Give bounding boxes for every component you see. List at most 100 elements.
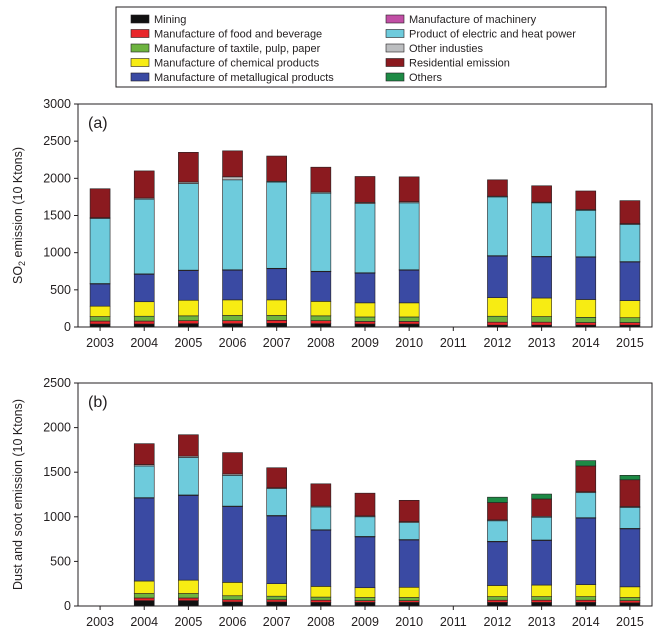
bar-segment [222, 599, 243, 603]
bar-segment [619, 475, 641, 481]
legend-label: Mining [154, 14, 186, 26]
bar-segment [178, 183, 199, 271]
bar-segment [531, 297, 552, 317]
bar-segment [222, 601, 243, 607]
bar-segment [487, 321, 508, 326]
y-tick-label: 0 [64, 599, 71, 613]
bar-segment [487, 520, 508, 542]
panel-a: 0 500 1000 1500 2000 2500 3000 2003 2004 2005 2006… [11, 97, 653, 350]
bar-segment [619, 600, 641, 604]
bar-segment [310, 596, 332, 601]
legend-frame [115, 6, 607, 88]
legend-label: Manufacture of food and beverage [154, 29, 322, 41]
bar-segment [487, 502, 508, 521]
bar-segment [575, 602, 597, 607]
bar-segment [354, 587, 376, 598]
bar-segment [310, 506, 332, 531]
bar-segment [531, 602, 552, 607]
bar-segment [266, 583, 287, 597]
bar-segment [310, 320, 332, 324]
x-tick-label: 2011 [440, 615, 467, 629]
bar-segment [531, 516, 552, 541]
bar-segment [266, 181, 287, 269]
bar-segment [487, 585, 508, 597]
bar-segment [222, 506, 243, 583]
bar-segment [531, 202, 552, 257]
bar-segment [89, 218, 111, 284]
bar-segment [575, 190, 597, 210]
bar-segment [398, 316, 420, 322]
bar-segment [222, 582, 243, 597]
bar-segment [575, 492, 597, 518]
bar-segment [487, 297, 508, 317]
bar-segment [354, 536, 376, 589]
bar-segment [178, 579, 199, 594]
bar-segment [310, 192, 332, 272]
bar-segment [222, 269, 243, 301]
x-tick-label: 2010 [395, 615, 423, 629]
bar-segment [354, 321, 376, 325]
legend-swatch [385, 58, 405, 67]
legend-swatch [385, 43, 405, 53]
bar-segment [619, 586, 641, 598]
legend-swatch [130, 14, 150, 24]
bar-segment [310, 271, 332, 302]
bar-segment [487, 315, 508, 323]
x-tick-label: 2012 [484, 615, 512, 629]
bar-segment [619, 200, 641, 224]
bar-segment [266, 322, 287, 328]
bar-segment [398, 597, 420, 601]
bar-segment [354, 323, 376, 328]
panel-label: (a) [88, 115, 108, 132]
x-tick-label: 2006 [219, 336, 247, 350]
y-tick-label: 500 [50, 283, 71, 297]
bar-segment [89, 283, 111, 307]
bar-segment [354, 316, 376, 322]
bar-segment [178, 434, 199, 457]
bar-segment [266, 595, 287, 601]
bar-segment [222, 475, 243, 507]
bar-segment [133, 580, 155, 594]
bar-segment [89, 320, 111, 325]
bar-segment [222, 179, 243, 271]
y-axis-label-rest: emission (10 Ktons) [11, 147, 25, 261]
legend-swatch [130, 29, 150, 38]
bar-segment [222, 320, 243, 324]
bar-segment [178, 600, 199, 607]
bar-segment [266, 488, 287, 516]
legend-label: Product of electric and heat power [409, 29, 576, 41]
bar-segment [133, 301, 155, 317]
bar-segment [575, 517, 597, 585]
bar-segment [89, 323, 111, 328]
bar-segment [266, 155, 287, 182]
bar-segment [178, 457, 199, 496]
bar-segment [178, 597, 199, 601]
y-tick-label: 1500 [43, 465, 71, 479]
x-tick-label: 2004 [130, 615, 158, 629]
bar-segment [133, 497, 155, 582]
bar-segment [266, 467, 287, 489]
legend-label: Manufacture of taxtile, pulp, paper [154, 43, 321, 55]
y-tick-label: 1500 [43, 209, 71, 223]
bar-segment [266, 299, 287, 316]
bar-segment [531, 316, 552, 323]
bar-segment [619, 300, 641, 319]
bar-segment [133, 320, 155, 325]
x-tick-label: 2008 [307, 336, 335, 350]
bar-segment [354, 176, 376, 203]
bar-segment [575, 256, 597, 300]
bar-segment [354, 597, 376, 601]
bar-segment [575, 322, 597, 326]
x-tick-label: 2012 [484, 336, 512, 350]
bar-segment [310, 315, 332, 321]
x-tick-label: 2008 [307, 615, 335, 629]
bar-segment [222, 315, 243, 321]
bar-segment [222, 323, 243, 328]
y-axis-label-subscript: 2 [17, 261, 27, 266]
legend-item: Others [385, 72, 443, 84]
x-tick-label: 2005 [174, 615, 202, 629]
bar-segment [178, 495, 199, 581]
bar-segment [310, 301, 332, 317]
legend-label: Others [409, 72, 443, 84]
